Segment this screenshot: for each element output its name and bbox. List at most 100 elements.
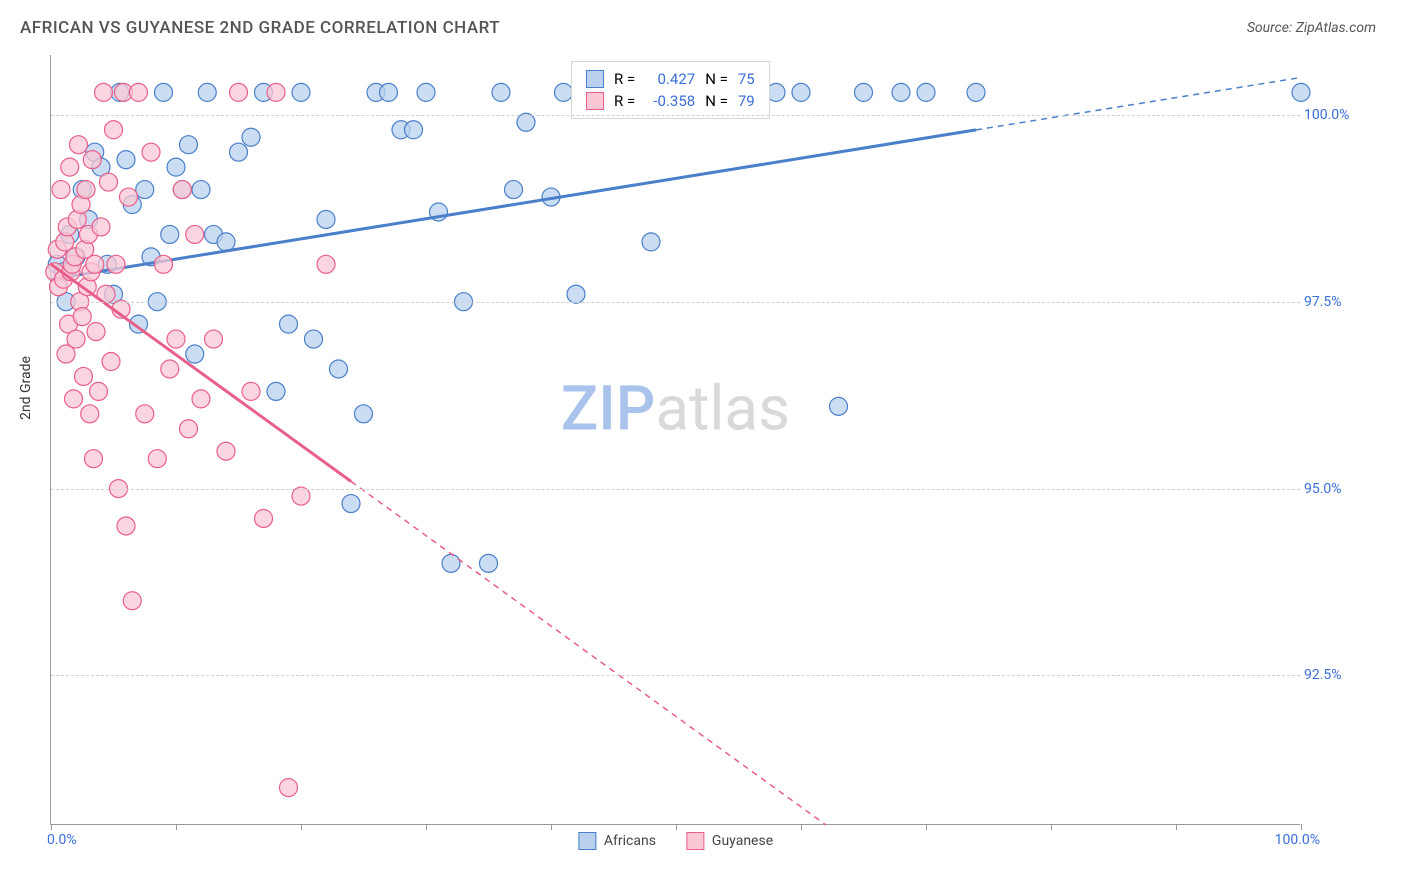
- chart-svg: [51, 55, 1300, 824]
- data-point: [205, 330, 223, 348]
- data-point: [155, 83, 173, 101]
- y-tick-label: 100.0%: [1304, 107, 1374, 123]
- data-point: [192, 390, 210, 408]
- data-point: [380, 83, 398, 101]
- data-point: [1292, 83, 1310, 101]
- data-point: [792, 83, 810, 101]
- data-point: [61, 158, 79, 176]
- n-value-africans: 75: [738, 70, 755, 88]
- trend-line-extrapolated: [351, 481, 826, 825]
- x-axis-max-label: 100.0%: [1275, 832, 1320, 848]
- data-point: [417, 83, 435, 101]
- data-point: [198, 83, 216, 101]
- n-label: N =: [705, 70, 728, 88]
- data-point: [505, 181, 523, 199]
- trend-line: [51, 264, 351, 481]
- data-point: [305, 330, 323, 348]
- plot-area: ZIPatlas R = 0.427 N = 75 R = -0.358 N =…: [50, 55, 1300, 825]
- data-point: [67, 330, 85, 348]
- data-point: [255, 509, 273, 527]
- data-point: [142, 143, 160, 161]
- data-point: [136, 405, 154, 423]
- data-point: [292, 83, 310, 101]
- data-point: [107, 255, 125, 273]
- x-tick: [426, 824, 427, 830]
- data-point: [830, 397, 848, 415]
- data-point: [92, 218, 110, 236]
- data-point: [117, 517, 135, 535]
- correlation-legend: R = 0.427 N = 75 R = -0.358 N = 79: [571, 61, 770, 119]
- data-point: [95, 83, 113, 101]
- data-point: [517, 113, 535, 131]
- data-point: [280, 315, 298, 333]
- data-point: [292, 487, 310, 505]
- x-tick: [801, 824, 802, 830]
- x-tick: [1051, 824, 1052, 830]
- data-point: [230, 143, 248, 161]
- data-point: [148, 450, 166, 468]
- data-point: [81, 405, 99, 423]
- data-point: [442, 554, 460, 572]
- y-axis-label: 2nd Grade: [18, 356, 34, 420]
- x-tick: [551, 824, 552, 830]
- legend-item-guyanese: Guyanese: [686, 832, 773, 850]
- data-point: [73, 308, 91, 326]
- source-attribution: Source: ZipAtlas.com: [1247, 20, 1376, 36]
- data-point: [83, 151, 101, 169]
- data-point: [155, 255, 173, 273]
- data-point: [130, 83, 148, 101]
- data-point: [280, 779, 298, 797]
- data-point: [75, 367, 93, 385]
- r-label: R =: [614, 92, 635, 110]
- data-point: [186, 225, 204, 243]
- r-value-africans: 0.427: [645, 70, 695, 88]
- data-point: [180, 136, 198, 154]
- data-point: [167, 330, 185, 348]
- x-tick: [1176, 824, 1177, 830]
- data-point: [117, 151, 135, 169]
- gridline: [51, 115, 1300, 116]
- n-label: N =: [705, 92, 728, 110]
- data-point: [480, 554, 498, 572]
- data-point: [342, 495, 360, 513]
- data-point: [87, 323, 105, 341]
- data-point: [70, 136, 88, 154]
- gridline: [51, 675, 1300, 676]
- data-point: [267, 83, 285, 101]
- trend-line-extrapolated: [976, 77, 1301, 129]
- data-point: [555, 83, 573, 101]
- x-axis-min-label: 0.0%: [47, 832, 77, 848]
- data-point: [192, 181, 210, 199]
- legend-row-africans: R = 0.427 N = 75: [586, 68, 755, 90]
- data-point: [405, 121, 423, 139]
- y-tick-label: 92.5%: [1304, 667, 1374, 683]
- data-point: [85, 450, 103, 468]
- gridline: [51, 489, 1300, 490]
- data-point: [90, 382, 108, 400]
- data-point: [161, 360, 179, 378]
- data-point: [217, 442, 235, 460]
- data-point: [217, 233, 235, 251]
- data-point: [173, 181, 191, 199]
- data-point: [65, 390, 83, 408]
- r-label: R =: [614, 70, 635, 88]
- y-tick-label: 95.0%: [1304, 481, 1374, 497]
- r-value-guyanese: -0.358: [645, 92, 695, 110]
- correlation-chart: 2nd Grade ZIPatlas R = 0.427 N = 75 R = …: [50, 55, 1380, 845]
- data-point: [123, 592, 141, 610]
- series-legend: Africans Guyanese: [578, 832, 773, 850]
- n-value-guyanese: 79: [738, 92, 755, 110]
- data-point: [77, 181, 95, 199]
- data-point: [967, 83, 985, 101]
- data-point: [105, 121, 123, 139]
- data-point: [100, 173, 118, 191]
- x-tick: [1301, 824, 1302, 830]
- data-point: [317, 210, 335, 228]
- data-point: [186, 345, 204, 363]
- legend-item-africans: Africans: [578, 832, 656, 850]
- data-point: [120, 188, 138, 206]
- legend-label-guyanese: Guyanese: [712, 833, 773, 849]
- x-tick: [301, 824, 302, 830]
- data-point: [52, 181, 70, 199]
- data-point: [136, 181, 154, 199]
